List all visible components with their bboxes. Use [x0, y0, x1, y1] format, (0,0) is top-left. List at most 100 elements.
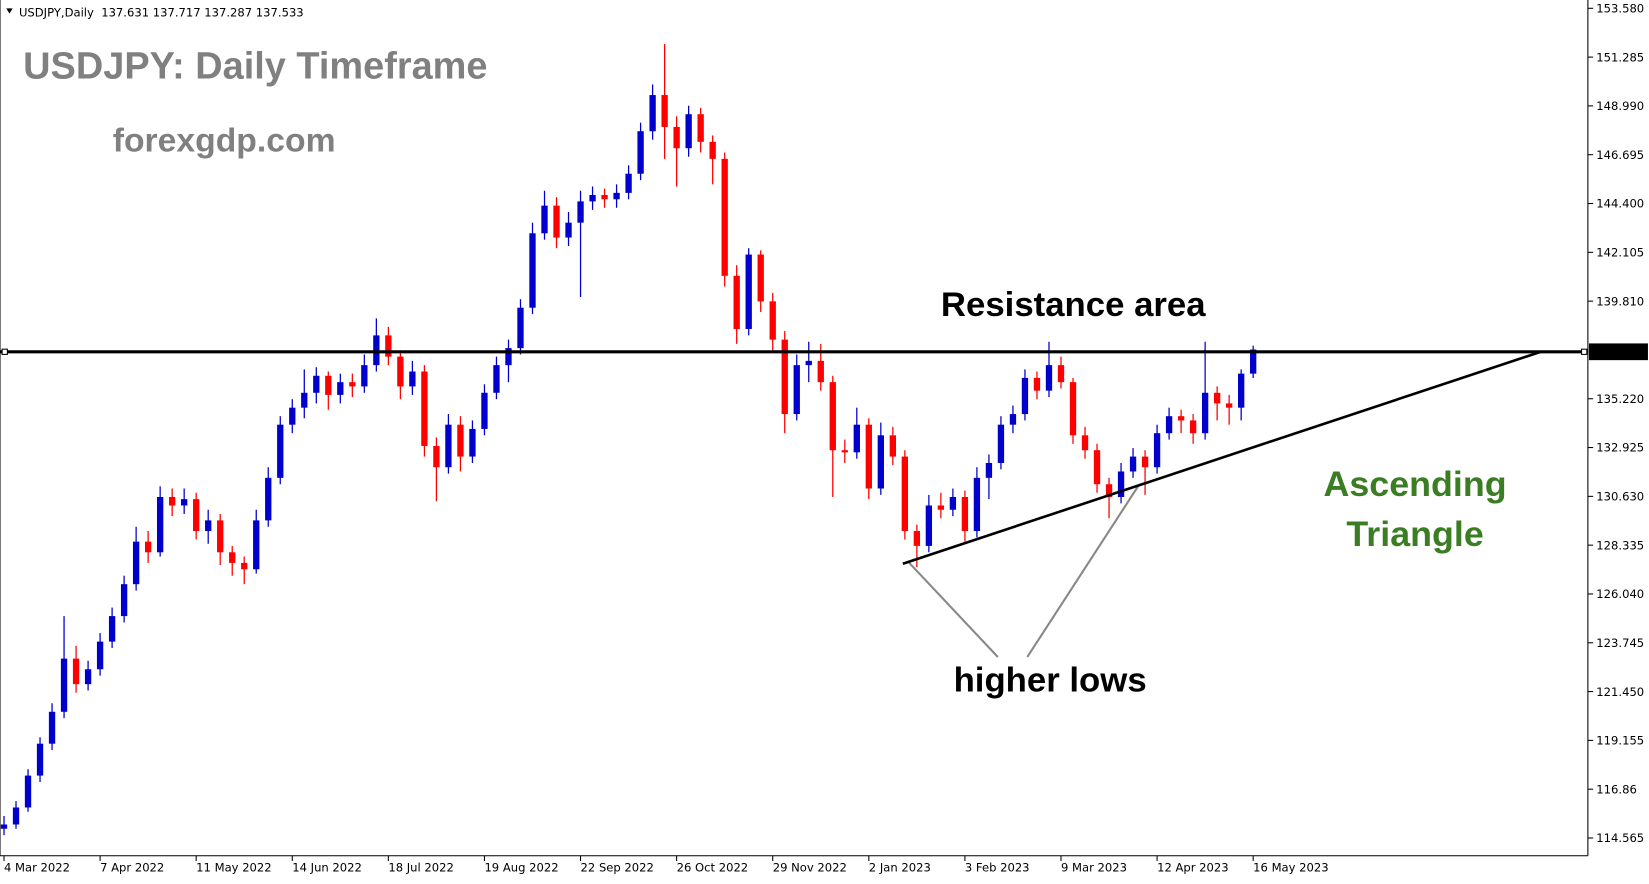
candle-body — [1189, 420, 1197, 434]
candle-body — [529, 233, 536, 308]
candle-body — [144, 541, 152, 553]
candle-body — [277, 424, 284, 478]
candle-body — [661, 95, 668, 127]
candle-body — [637, 131, 644, 174]
candle-body — [313, 375, 320, 393]
x-tick-label: 29 Nov 2022 — [773, 860, 847, 874]
candle-body — [517, 307, 524, 349]
candle-body — [589, 195, 596, 202]
y-tick-label: 144.400 — [1596, 197, 1644, 211]
candle-body — [1057, 365, 1065, 383]
candle-body — [925, 505, 933, 546]
candle-body — [120, 584, 128, 617]
candle-body — [865, 424, 872, 489]
candle-body — [409, 371, 416, 387]
candle-body — [1129, 456, 1137, 472]
candle-body — [721, 158, 728, 276]
candle-body — [877, 435, 884, 489]
candle-body — [649, 95, 656, 132]
candle-body — [1177, 416, 1185, 421]
candle-body — [1069, 382, 1077, 436]
y-tick-label: 116.86 — [1596, 782, 1637, 796]
candle-body — [601, 195, 608, 200]
candle-body — [253, 520, 260, 570]
candle-body — [901, 456, 909, 532]
candle-body — [193, 499, 200, 532]
chart-subtitle: forexgdp.com — [113, 123, 336, 160]
x-tick-label: 3 Feb 2023 — [965, 860, 1030, 874]
candle-body — [1141, 456, 1149, 468]
candle-body — [985, 462, 993, 478]
info-text: USDJPY,Daily 137.631 137.717 137.287 137… — [19, 6, 304, 20]
candle-body — [577, 201, 584, 223]
candle-body — [685, 114, 692, 149]
y-tick-label: 139.810 — [1596, 294, 1644, 308]
candle-body — [349, 382, 356, 387]
y-tick-label: 132.925 — [1596, 441, 1644, 455]
x-tick-label: 12 Apr 2023 — [1157, 860, 1229, 874]
x-tick-label: 4 Mar 2022 — [4, 860, 70, 874]
candle-body — [72, 658, 80, 685]
price-label-box — [1588, 343, 1648, 361]
pattern-label: Ascending — [1324, 464, 1507, 504]
x-tick-label: 26 Oct 2022 — [677, 860, 749, 874]
candle-body — [457, 424, 464, 457]
y-tick-label: 121.450 — [1596, 685, 1644, 699]
candle-body — [433, 445, 440, 468]
candle-body — [48, 711, 56, 744]
trendline — [902, 350, 1541, 566]
candle-body — [169, 496, 176, 506]
candle-body — [205, 520, 212, 532]
candle-body — [1045, 365, 1053, 391]
candle-body — [961, 496, 969, 532]
x-tick-label: 16 May 2023 — [1253, 860, 1328, 874]
menu-triangle — [6, 8, 13, 14]
candle-body — [156, 496, 164, 553]
candle-body — [625, 173, 632, 193]
x-tick-label: 9 Mar 2023 — [1061, 860, 1127, 874]
candle-body — [1250, 349, 1257, 374]
candle-body — [132, 541, 140, 585]
candle-body — [1201, 392, 1209, 434]
candle-body — [949, 496, 957, 510]
y-tick-label: 128.335 — [1596, 538, 1644, 552]
candle-body — [181, 499, 188, 506]
candle-body — [1213, 392, 1221, 404]
y-tick-label: 123.745 — [1596, 636, 1644, 650]
candle-body — [493, 365, 500, 393]
y-tick-label: 153.580 — [1596, 2, 1644, 16]
candle-body — [613, 192, 620, 200]
x-tick-label: 18 Jul 2022 — [388, 860, 453, 874]
candle-body — [1117, 471, 1125, 497]
candle-body — [913, 531, 921, 546]
candle-body — [469, 428, 476, 457]
candle-body — [397, 356, 404, 387]
candle-body — [805, 360, 812, 366]
candle-body — [1009, 414, 1017, 425]
candle-body — [505, 348, 512, 366]
candle-body — [445, 424, 452, 468]
pattern-label: Triangle — [1346, 514, 1483, 554]
candle-body — [793, 365, 800, 415]
candle-body — [301, 392, 308, 408]
pointer-line — [1026, 485, 1139, 658]
candle-body — [361, 365, 368, 387]
candle-body — [697, 114, 704, 142]
candle-body — [385, 335, 392, 357]
candle-body — [1093, 450, 1101, 485]
candle-body — [421, 371, 428, 446]
candle-body — [1021, 377, 1029, 415]
y-tick-label: 142.105 — [1596, 246, 1644, 260]
candle-body — [733, 275, 740, 329]
x-tick-label: 14 Jun 2022 — [292, 860, 362, 874]
candle-body — [96, 641, 104, 670]
resistance-label: Resistance area — [941, 286, 1206, 324]
y-tick-label: 146.695 — [1596, 148, 1644, 162]
lows-label: higher lows — [954, 662, 1147, 700]
y-tick-label: 119.155 — [1596, 734, 1644, 748]
candle-body — [889, 435, 896, 457]
candle-body — [781, 339, 788, 415]
candle-body — [481, 392, 488, 429]
y-tick-label: 148.990 — [1596, 99, 1644, 113]
x-tick-label: 19 Aug 2022 — [484, 860, 558, 874]
